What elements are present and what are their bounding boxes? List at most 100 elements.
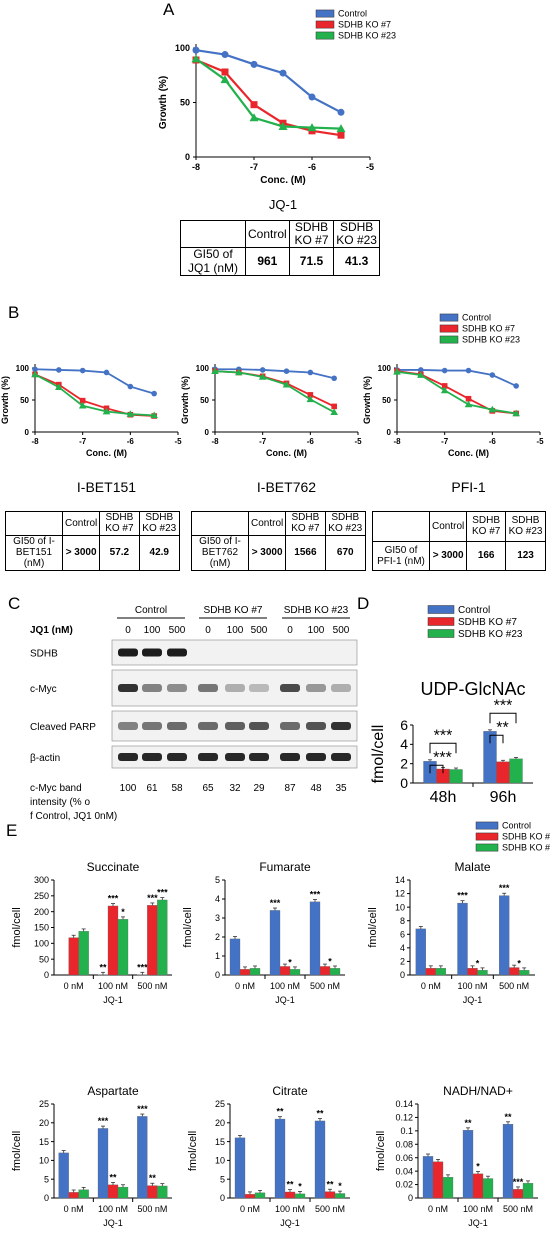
bar [147,1185,158,1199]
bar [329,968,341,976]
table-cell: 670 [324,534,367,572]
y-axis-title: fmol/cell [182,907,194,947]
chart-title: Malate [454,860,490,874]
bar [147,905,158,976]
x-tick-label: -8 [393,437,401,446]
chart-title: Aspartate [87,1084,139,1098]
chart-title: Fumarate [259,860,311,874]
y-tick-label: 6 [400,717,408,733]
table-corner [191,511,249,536]
blot-band [280,722,300,730]
panel-label-a: A [163,0,175,19]
data-point [55,383,63,390]
blot-band [306,684,326,692]
significance-mark: ** [109,1172,117,1182]
x-axis-title: JQ-1 [103,1218,123,1228]
x-tick-label: -7 [250,162,258,172]
intensity-value: 48 [310,783,322,794]
y-tick-label: 0 [44,1193,49,1203]
significance-mark: ** [286,1180,294,1190]
intensity-value: 58 [171,783,183,794]
y-tick-label: 3 [215,913,220,923]
y-tick-label: 10 [215,1156,225,1166]
blot-band [280,753,300,761]
blot-band [118,722,138,730]
table-header: SDHB KO #7 [99,511,140,536]
data-point [465,367,472,374]
significance-mark: *** [147,893,158,903]
blot-band [167,648,187,657]
data-point [465,395,472,402]
significance-mark: *** [98,1116,109,1126]
data-point [32,366,38,373]
y-axis-title: fmol/cell [11,1131,23,1171]
legend-swatch [315,20,335,29]
table-header: Control [245,219,290,249]
x-category-label: 0 nM [64,981,84,991]
bar [78,1189,89,1199]
significance-bracket [429,742,457,754]
significance-mark: ** [464,1118,472,1128]
bar [467,968,478,976]
table-header: SDHB KO #23 [138,511,181,536]
significance-mark: *** [434,727,453,744]
x-category-label: 0 nM [421,981,441,991]
blot-band [198,722,218,730]
significance-mark: * [328,956,332,966]
series-line [34,373,155,417]
y-tick-label: 10 [39,1156,49,1166]
x-tick-label: -6 [489,437,497,446]
blot-band [225,753,245,761]
bar [422,1156,434,1199]
data-point [192,46,200,54]
bar [269,910,281,976]
significance-mark: *** [310,889,321,899]
y-axis-title: Growth (%) [180,376,190,424]
data-point [235,368,243,376]
x-category-label: 500 nM [315,1204,345,1214]
band-label: β-actin [30,753,60,764]
y-tick-label: 300 [34,875,49,885]
data-point [191,54,201,63]
y-tick-label: 50 [382,396,391,405]
significance-mark: ** [496,719,508,736]
blot-band [118,648,138,657]
significance-mark: *** [494,697,513,714]
legend-swatch [427,605,455,614]
table-cell: 71.5 [288,247,335,276]
bar [254,1192,266,1199]
significance-mark: *** [457,891,468,901]
dose-label: 500 [169,625,186,636]
data-point [79,397,86,404]
x-axis-title: JQ-1 [103,995,123,1005]
blot-group-label: Control [135,605,167,616]
gi50-table-jq1: Control SDHB KO #7 SDHB KO #23 GI50 of JQ1… [180,219,380,276]
chart-title: UDP-GlcNAc [420,679,525,699]
y-axis-title: fmol/cell [187,1131,199,1171]
significance-bracket [489,734,504,744]
x-axis-title: Conc. (M) [260,175,306,186]
dose-label: 500 [333,625,350,636]
intensity-label: c-Myc band [30,783,82,794]
y-tick-label: 0.06 [395,1153,413,1163]
x-category-label: 100 nM [463,1204,493,1214]
significance-mark: *** [137,1104,148,1114]
legend-entry: SDHB KO #23 [502,843,550,853]
blot-band [167,722,187,730]
bar [107,905,119,976]
intensity-value: 29 [253,783,265,794]
table-header: Control [61,511,101,536]
bar [157,1185,168,1199]
y-tick-label: 50 [20,396,29,405]
legend-swatch [475,832,499,841]
data-point [393,368,401,375]
blot-band [280,684,300,692]
legend-entry: SDHB KO #7 [458,617,517,628]
series-line [214,370,335,413]
data-point [31,370,39,378]
x-category-label: 100 nM [98,981,128,991]
legend-entry: SDHB KO #7 [338,20,391,30]
y-tick-label: 0 [408,1193,413,1203]
table-row-label: GI50 of PFI-1 (nM) [372,540,430,571]
x-axis-title: Conc. (M) [86,448,127,458]
